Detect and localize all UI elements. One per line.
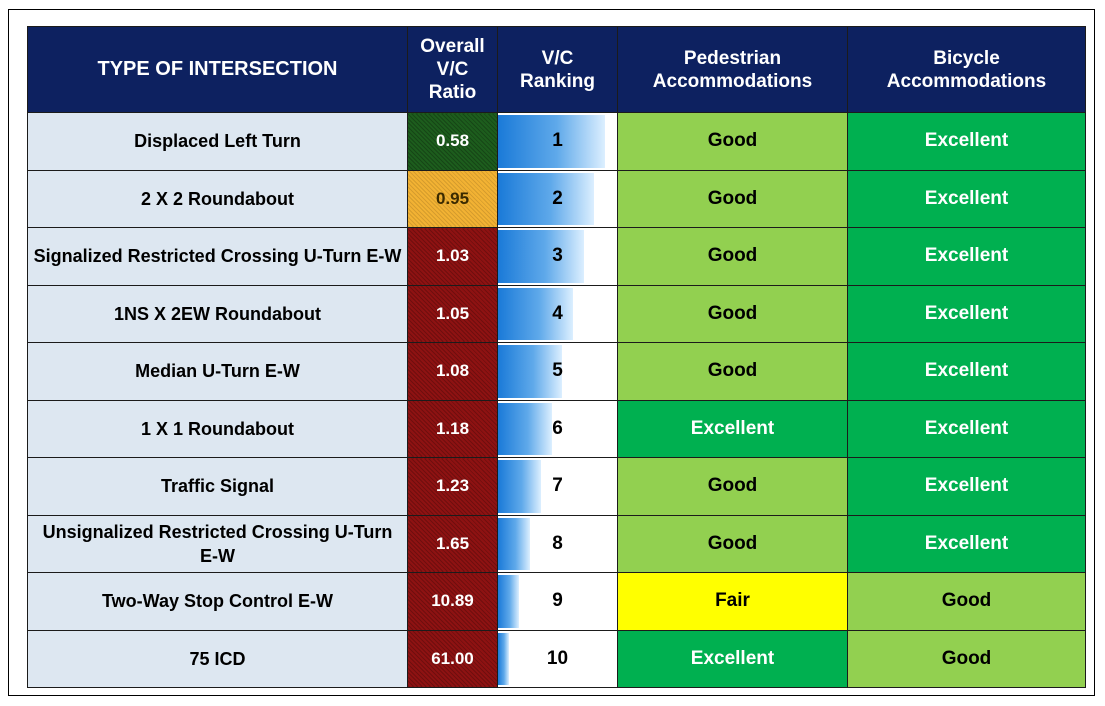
ranking-data-bar xyxy=(498,575,520,628)
ranking-value: 7 xyxy=(552,475,563,497)
bicycle-accommodation-cell: Excellent xyxy=(847,169,1086,228)
pedestrian-accommodation-cell: Good xyxy=(617,169,848,228)
ranking-data-bar xyxy=(498,345,563,398)
ranking-data-bar xyxy=(498,115,606,168)
intersection-comparison-table: TYPE OF INTERSECTION Overall V/C Ratio V… xyxy=(27,26,1086,688)
pedestrian-accommodation-cell: Excellent xyxy=(617,629,848,688)
vc-ranking-cell: 7 xyxy=(497,457,618,516)
header-bicycle-accommodations: Bicycle Accommodations xyxy=(847,26,1086,113)
pedestrian-accommodation-cell: Good xyxy=(617,342,848,401)
pedestrian-accommodation-cell: Excellent xyxy=(617,399,848,458)
vc-ratio-cell: 61.00 xyxy=(407,629,498,688)
table-row: Displaced Left Turn 0.58 1 Good Excellent xyxy=(27,112,1086,171)
intersection-type-cell: 1 X 1 Roundabout xyxy=(27,399,408,458)
ranking-data-bar xyxy=(498,517,531,570)
vc-ranking-cell: 4 xyxy=(497,284,618,343)
vc-ratio-cell: 0.58 xyxy=(407,112,498,171)
vc-ranking-cell: 3 xyxy=(497,227,618,286)
intersection-type-cell: Unsignalized Restricted Crossing U-Turn … xyxy=(27,514,408,573)
ranking-value: 2 xyxy=(552,187,563,209)
vc-ratio-cell: 10.89 xyxy=(407,572,498,631)
pedestrian-accommodation-cell: Fair xyxy=(617,572,848,631)
pedestrian-accommodation-cell: Good xyxy=(617,284,848,343)
vc-ranking-cell: 5 xyxy=(497,342,618,401)
ranking-data-bar xyxy=(498,172,595,225)
bicycle-accommodation-cell: Excellent xyxy=(847,514,1086,573)
ranking-value: 5 xyxy=(552,360,563,382)
header-type-of-intersection: TYPE OF INTERSECTION xyxy=(27,26,408,113)
vc-ratio-cell: 1.03 xyxy=(407,227,498,286)
header-overall-vc-ratio-label: Overall V/C Ratio xyxy=(420,36,485,103)
table-row: Signalized Restricted Crossing U-Turn E-… xyxy=(27,227,1086,286)
vc-ratio-cell: 1.65 xyxy=(407,514,498,573)
header-overall-vc-ratio: Overall V/C Ratio xyxy=(407,26,498,113)
bicycle-accommodation-cell: Good xyxy=(847,629,1086,688)
bicycle-accommodation-cell: Excellent xyxy=(847,112,1086,171)
vc-ratio-cell: 1.05 xyxy=(407,284,498,343)
pedestrian-accommodation-cell: Good xyxy=(617,514,848,573)
table-row: Traffic Signal 1.23 7 Good Excellent xyxy=(27,457,1086,516)
vc-ranking-cell: 9 xyxy=(497,572,618,631)
intersection-type-cell: Traffic Signal xyxy=(27,457,408,516)
ranking-data-bar xyxy=(498,230,584,283)
vc-ratio-cell: 1.18 xyxy=(407,399,498,458)
header-pedestrian-label: Pedestrian Accommodations xyxy=(652,47,813,92)
pedestrian-accommodation-cell: Good xyxy=(617,227,848,286)
bicycle-accommodation-cell: Excellent xyxy=(847,227,1086,286)
intersection-type-cell: 1NS X 2EW Roundabout xyxy=(27,284,408,343)
table-row: Unsignalized Restricted Crossing U-Turn … xyxy=(27,514,1086,573)
pedestrian-accommodation-cell: Good xyxy=(617,112,848,171)
header-bicycle-label: Bicycle Accommodations xyxy=(886,47,1047,92)
ranking-value: 8 xyxy=(552,532,563,554)
table-row: 1NS X 2EW Roundabout 1.05 4 Good Excellent xyxy=(27,284,1086,343)
ranking-data-bar xyxy=(498,287,573,340)
pedestrian-accommodation-cell: Good xyxy=(617,457,848,516)
ranking-value: 6 xyxy=(552,417,563,439)
ranking-data-bar xyxy=(498,460,541,513)
table-row: 2 X 2 Roundabout 0.95 2 Good Excellent xyxy=(27,169,1086,228)
table-row: 75 ICD 61.00 10 Excellent Good xyxy=(27,629,1086,688)
vc-ranking-cell: 2 xyxy=(497,169,618,228)
bicycle-accommodation-cell: Good xyxy=(847,572,1086,631)
intersection-type-cell: 75 ICD xyxy=(27,629,408,688)
header-pedestrian-accommodations: Pedestrian Accommodations xyxy=(617,26,848,113)
ranking-value: 10 xyxy=(546,647,569,669)
header-row: TYPE OF INTERSECTION Overall V/C Ratio V… xyxy=(27,26,1086,113)
bicycle-accommodation-cell: Excellent xyxy=(847,342,1086,401)
ranking-value: 1 xyxy=(552,130,563,152)
intersection-type-cell: Signalized Restricted Crossing U-Turn E-… xyxy=(27,227,408,286)
ranking-value: 9 xyxy=(552,590,563,612)
ranking-value: 4 xyxy=(552,302,563,324)
ranking-data-bar xyxy=(498,632,509,685)
intersection-type-cell: Two-Way Stop Control E-W xyxy=(27,572,408,631)
bicycle-accommodation-cell: Excellent xyxy=(847,284,1086,343)
bicycle-accommodation-cell: Excellent xyxy=(847,457,1086,516)
table-row: 1 X 1 Roundabout 1.18 6 Excellent Excellent xyxy=(27,399,1086,458)
intersection-type-cell: Median U-Turn E-W xyxy=(27,342,408,401)
vc-ratio-cell: 0.95 xyxy=(407,169,498,228)
vc-ranking-cell: 10 xyxy=(497,629,618,688)
vc-ratio-cell: 1.08 xyxy=(407,342,498,401)
vc-ranking-cell: 6 xyxy=(497,399,618,458)
table-row: Median U-Turn E-W 1.08 5 Good Excellent xyxy=(27,342,1086,401)
header-vc-ranking: V/C Ranking xyxy=(497,26,618,113)
ranking-data-bar xyxy=(498,402,552,455)
intersection-type-cell: Displaced Left Turn xyxy=(27,112,408,171)
vc-ranking-cell: 1 xyxy=(497,112,618,171)
vc-ranking-cell: 8 xyxy=(497,514,618,573)
vc-ratio-cell: 1.23 xyxy=(407,457,498,516)
intersection-type-cell: 2 X 2 Roundabout xyxy=(27,169,408,228)
table-row: Two-Way Stop Control E-W 10.89 9 Fair Good xyxy=(27,572,1086,631)
bicycle-accommodation-cell: Excellent xyxy=(847,399,1086,458)
ranking-value: 3 xyxy=(552,245,563,267)
header-vc-ranking-label: V/C Ranking xyxy=(520,47,595,92)
